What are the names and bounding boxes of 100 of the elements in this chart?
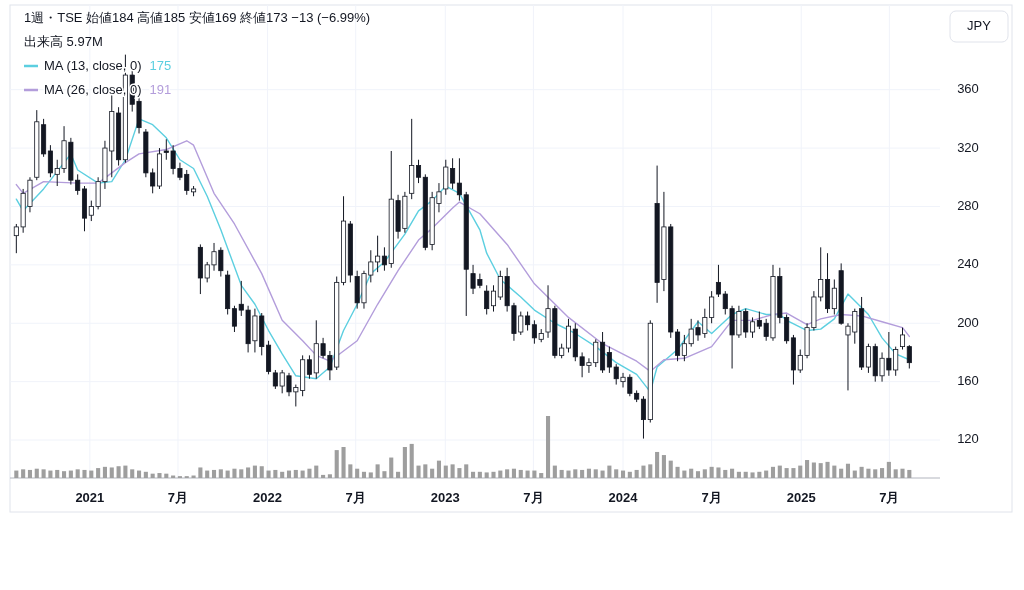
bar — [443, 465, 448, 478]
bar — [777, 465, 782, 478]
bar — [600, 470, 605, 478]
bar — [123, 465, 128, 478]
x-tick-label: 7月 — [167, 490, 189, 505]
bar — [14, 470, 19, 478]
bar — [389, 457, 394, 478]
y-tick-label: 240 — [957, 256, 979, 272]
bar — [368, 472, 373, 478]
bar — [852, 470, 857, 478]
y-axis-title: JPY — [967, 18, 992, 34]
bar — [293, 469, 298, 478]
bar — [532, 470, 537, 478]
bar — [327, 474, 332, 478]
bar — [409, 443, 414, 478]
x-tick-label: 2023 — [430, 490, 460, 505]
bar — [770, 466, 776, 478]
bar — [27, 469, 33, 478]
bar — [402, 447, 407, 478]
bar — [825, 461, 830, 478]
candlestick — [490, 284, 497, 313]
bar — [68, 470, 73, 478]
bar — [805, 460, 810, 478]
bar — [730, 468, 735, 478]
bar — [239, 469, 244, 478]
x-tick-label: 2021 — [75, 490, 105, 505]
bar — [784, 468, 789, 478]
candlestick — [750, 316, 756, 339]
bar — [750, 472, 755, 478]
bar — [845, 463, 851, 478]
bar — [689, 468, 694, 478]
bar — [266, 470, 271, 478]
bar — [491, 471, 496, 478]
bar — [280, 471, 285, 478]
bar — [286, 470, 292, 478]
bar — [695, 471, 701, 478]
bar — [314, 465, 319, 478]
x-tick-label: 7月 — [879, 490, 900, 505]
bar — [634, 469, 639, 478]
bar — [416, 465, 421, 478]
bar — [620, 470, 626, 478]
bar — [341, 447, 346, 478]
bar — [886, 461, 891, 478]
bar — [382, 471, 387, 478]
candlestick — [715, 264, 721, 298]
bar — [109, 467, 114, 478]
annotation: 191 — [149, 82, 172, 97]
x-tick-label: 7月 — [701, 490, 722, 505]
bar — [593, 469, 598, 478]
bar — [232, 468, 237, 478]
bar — [648, 464, 653, 478]
y-tick-label: 200 — [957, 314, 979, 330]
bar — [211, 469, 217, 478]
bar — [607, 465, 612, 478]
bar — [436, 460, 442, 478]
bar — [661, 455, 666, 478]
bar — [48, 470, 53, 478]
bar — [136, 470, 142, 478]
bar — [566, 470, 571, 478]
bar — [450, 464, 455, 478]
bar — [96, 468, 101, 478]
bar — [893, 469, 898, 478]
bar — [539, 473, 544, 478]
bar — [477, 471, 482, 478]
x-tick-label: 2024 — [608, 490, 639, 505]
annotation: 出来高 5.97M — [24, 34, 103, 49]
bar — [736, 471, 741, 478]
bar — [375, 464, 380, 478]
bar — [580, 469, 585, 478]
candlestick — [900, 327, 906, 351]
bar — [682, 470, 687, 478]
bar — [757, 471, 762, 478]
bar — [518, 469, 523, 478]
bar — [157, 473, 162, 478]
x-tick-label: 7月 — [345, 490, 366, 505]
bar — [430, 468, 435, 478]
bar — [832, 465, 837, 478]
bar — [655, 451, 660, 478]
x-tick-label: 7月 — [523, 490, 544, 505]
bar — [702, 469, 707, 478]
candlestick — [416, 159, 422, 184]
candlestick — [231, 305, 237, 333]
bar — [627, 471, 632, 478]
bar — [334, 450, 339, 478]
bar — [62, 471, 67, 478]
candlestick — [640, 395, 646, 440]
bar — [300, 470, 305, 478]
bar — [880, 468, 885, 478]
bar — [102, 466, 107, 478]
bar — [559, 469, 564, 478]
chart-title: 1週・TSE 始値184 高値185 安値169 終値173 −13 (−6.99%) — [24, 10, 371, 25]
bar — [641, 465, 646, 478]
x-tick-label: 2025 — [786, 490, 816, 505]
bar — [552, 465, 557, 478]
bar — [900, 468, 905, 478]
bar — [246, 467, 251, 478]
bar — [545, 416, 551, 478]
bar — [709, 466, 714, 478]
bar — [818, 463, 823, 478]
bar — [791, 468, 796, 478]
